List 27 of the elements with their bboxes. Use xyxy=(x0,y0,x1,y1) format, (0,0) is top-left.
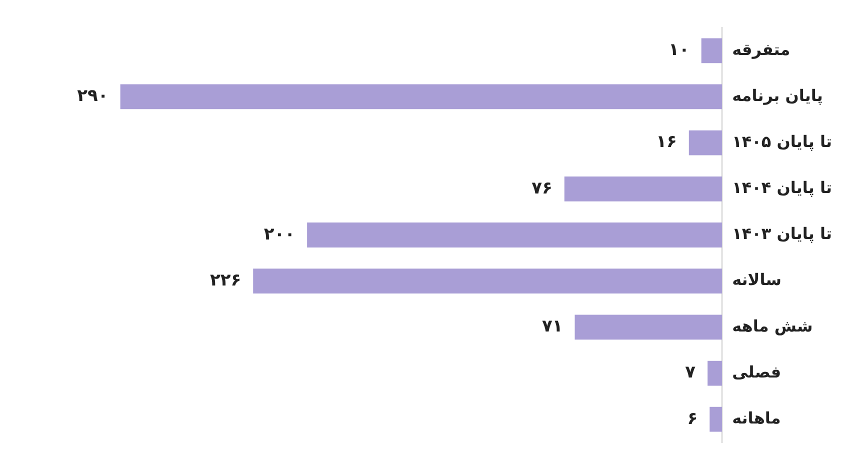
data-label: ۶ xyxy=(687,408,698,429)
data-label: ۲۰۰ xyxy=(264,224,296,244)
data-label: ۷۶ xyxy=(532,178,552,198)
y-tick-label: متفرقه xyxy=(732,40,790,59)
y-tick-label: فصلی xyxy=(732,362,782,382)
bar xyxy=(701,38,722,64)
bar xyxy=(574,314,722,340)
data-label: ۷ xyxy=(685,362,696,383)
y-tick-label: پایان برنامه xyxy=(732,86,823,105)
y-tick-label: تا پایان ۱۴۰۵ xyxy=(732,132,832,151)
bar xyxy=(710,406,722,432)
data-label: ۲۲۶ xyxy=(210,270,242,291)
data-label: ۱۶ xyxy=(656,132,677,152)
data-label: ۷۱ xyxy=(542,316,563,337)
y-tick-label: سالانه xyxy=(732,270,782,290)
y-tick-label: ماهانه xyxy=(732,408,781,428)
y-tick-label: تا پایان ۱۴۰۳ xyxy=(732,224,832,244)
bar xyxy=(564,176,722,202)
bar xyxy=(253,268,722,294)
bar xyxy=(708,360,722,386)
bar xyxy=(120,84,722,110)
data-label: ۲۹۰ xyxy=(77,86,108,106)
y-tick-label: شش ماهه xyxy=(732,316,813,336)
bar xyxy=(688,130,722,156)
y-tick-label: تا پایان ۱۴۰۴ xyxy=(732,178,832,198)
bar xyxy=(307,222,722,248)
data-label: ۱۰ xyxy=(668,40,690,60)
